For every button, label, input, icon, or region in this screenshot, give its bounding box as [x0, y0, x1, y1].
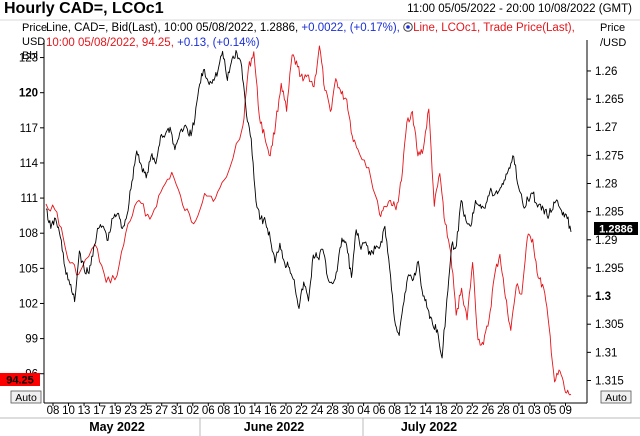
x-tick-label: 06 [373, 405, 386, 417]
right-tick-label: 1.285 [595, 207, 624, 219]
right-unit-price: Price [600, 22, 625, 34]
x-tick-label: 02 [186, 405, 199, 417]
x-tick-label: 08 [217, 405, 230, 417]
left-badge-text: 94.25 [6, 375, 34, 387]
reuters-icon[interactable] [403, 22, 413, 32]
right-tick-label: 1.26 [595, 66, 617, 78]
left-tick-label: 123 [19, 53, 38, 65]
brent-series-line[interactable] [45, 45, 572, 396]
x-tick-label: 10 [233, 405, 246, 417]
right-tick-label: 1.305 [595, 319, 624, 331]
right-tick-label: 1.29 [595, 235, 617, 247]
left-tick-label: 99 [25, 334, 38, 346]
x-tick-label: 27 [155, 405, 168, 417]
x-tick-label: 10 [62, 405, 75, 417]
left-tick-label: 108 [19, 228, 38, 240]
legend-cad-change: +0.0022, (+0.17%), [301, 22, 400, 34]
right-tick-label: 1.31 [595, 347, 617, 359]
chart-title: Hourly CAD=, LCOc1 [4, 0, 164, 17]
x-axis-ticks: 08 10 13 17 19 23 25 27 31 02 06 08 10 14 16 20 22 24 28 30… [47, 403, 572, 417]
left-unit-price: Price [22, 22, 47, 34]
auto-button-right-bg [600, 390, 632, 404]
right-tick-label: 1.315 [595, 375, 624, 387]
left-tick-label: 120 [19, 88, 38, 100]
x-tick-label: 22 [466, 405, 479, 417]
month-label: May 2022 [89, 420, 145, 434]
date-range-label: 11:00 05/05/2022 - 20:00 10/08/2022 (GMT… [407, 3, 632, 15]
month-labels: May 2022 June 2022 July 2022 [89, 418, 457, 436]
left-tick-label: 114 [20, 158, 39, 170]
right-tick-label: 1.295 [595, 263, 624, 275]
series-layer [45, 45, 572, 396]
right-tick-label: 1.265 [595, 94, 624, 106]
legend-line-2: 10:00 05/08/2022, 94.25, +0.13, (+0.14%) [46, 36, 575, 51]
x-tick-label: 12 [404, 405, 417, 417]
auto-button-left[interactable]: Auto [15, 392, 37, 404]
x-tick-label: 16 [264, 405, 277, 417]
right-badge-bg [594, 222, 638, 235]
left-unit-usd: USD [22, 36, 45, 48]
right-tick-label: 1.27 [595, 122, 617, 134]
legend: Line, CAD=, Bid(Last), 10:00 05/08/2022,… [46, 21, 575, 51]
x-tick-label: 25 [140, 405, 153, 417]
left-tick-label: 102 [19, 298, 38, 310]
right-tick-label: 1.275 [595, 150, 624, 162]
month-label: July 2022 [401, 420, 457, 434]
x-tick-label: 20 [450, 405, 463, 417]
right-tick-label: 1.3 [595, 291, 611, 303]
title-bar: Hourly CAD=, LCOc1 11:00 05/05/2022 - 20… [0, 0, 640, 20]
auto-button-left-bg [10, 390, 42, 404]
left-tick-label: 111 [21, 193, 38, 205]
legend-cad-label: Line, CAD=, Bid(Last), 10:00 05/08/2022,… [46, 22, 299, 34]
x-tick-label: 14 [419, 405, 432, 417]
right-badge-text: 1.2886 [599, 224, 633, 236]
left-badge-bg [0, 373, 40, 386]
left-unit-bbl: Bbl [22, 50, 38, 62]
x-tick-label: 28 [497, 405, 510, 417]
x-tick-label: 18 [435, 405, 448, 417]
left-tick-label: 105 [19, 263, 38, 275]
x-tick-label: 24 [311, 405, 324, 417]
auto-button-right[interactable]: Auto [605, 392, 627, 404]
x-tick-label: 31 [171, 405, 184, 417]
x-tick-label: 20 [280, 405, 293, 417]
x-tick-label: 23 [124, 405, 137, 417]
right-axis-ticks: 1.261.2651.271.2751.281.2851.291.2951.31… [587, 66, 624, 387]
x-tick-label: 28 [326, 405, 339, 417]
left-tick-label: 117 [20, 123, 38, 135]
x-tick-label: 30 [342, 405, 355, 417]
x-tick-label: 09 [559, 405, 572, 417]
x-tick-label: 14 [248, 405, 261, 417]
x-tick-label: 01 [513, 405, 526, 417]
cad-series-line[interactable] [45, 49, 572, 359]
right-unit-usd: /USD [600, 37, 626, 49]
x-tick-label: 05 [544, 405, 557, 417]
x-tick-label: 08 [388, 405, 401, 417]
right-tick-label: 1.28 [595, 179, 617, 191]
x-tick-label: 08 [47, 405, 60, 417]
x-tick-label: 04 [357, 405, 370, 417]
legend-line-1: Line, CAD=, Bid(Last), 10:00 05/08/2022,… [46, 21, 575, 36]
x-tick-label: 03 [528, 405, 541, 417]
month-label: June 2022 [244, 420, 305, 434]
x-tick-label: 06 [202, 405, 215, 417]
x-tick-label: 19 [109, 405, 122, 417]
left-axis-ticks: 1231201171141111081051029996 [19, 53, 44, 381]
legend-brent-label: Line, LCOc1, Trade Price(Last), [413, 22, 575, 34]
x-tick-label: 17 [93, 405, 106, 417]
x-tick-label: 26 [481, 405, 494, 417]
x-tick-label: 13 [78, 405, 91, 417]
x-tick-label: 22 [295, 405, 308, 417]
legend-brent-time-value: 10:00 05/08/2022, 94.25, [46, 37, 174, 49]
legend-brent-change: +0.13, (+0.14%) [177, 37, 260, 49]
